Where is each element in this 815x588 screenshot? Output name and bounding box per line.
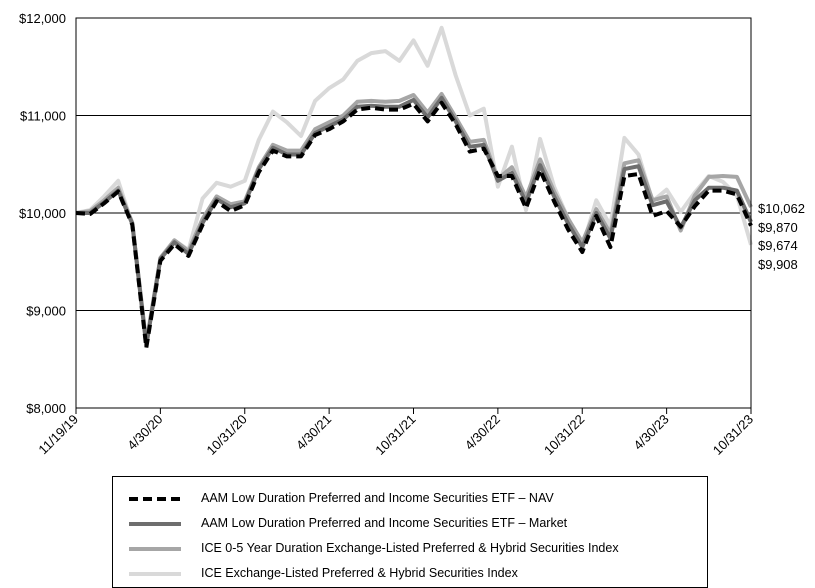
series-line-3 [75,25,753,344]
end-value-labels: $10,062 $9,870 $9,674 $9,908 [758,201,805,272]
y-axis-ticks: $8,000 $9,000 $10,000 $11,000 $12,000 [19,11,66,416]
series-lines [75,25,753,350]
x-tick-label-6: 10/31/22 [541,412,587,458]
x-tick-label-0: 11/19/19 [35,412,81,458]
x-tick-label-8: 10/31/23 [710,412,756,458]
legend-item-market: AAM Low Duration Preferred and Income Se… [113,513,707,535]
y-tick-label-3: $11,000 [20,109,66,124]
gridlines [76,17,751,409]
legend-label-ice-exchange: ICE Exchange-Listed Preferred & Hybrid S… [201,566,518,580]
legend-item-ice-0-5: ICE 0-5 Year Duration Exchange-Listed Pr… [113,538,707,560]
series-line-2 [75,92,753,346]
y-tick-label-2: $10,000 [19,206,66,221]
y-tick-label-0: $8,000 [26,401,66,416]
x-axis-ticks: 11/19/19 4/30/20 10/31/20 4/30/21 10/31/21 4/… [35,408,756,458]
end-label-1: $9,870 [758,220,798,235]
legend-label-ice-0-5: ICE 0-5 Year Duration Exchange-Listed Pr… [201,541,619,555]
x-tick-label-3: 4/30/21 [293,412,334,453]
y-tick-label-4: $12,000 [19,11,66,26]
x-tick-label-2: 10/31/20 [203,412,249,458]
line-chart: $8,000 $9,000 $10,000 $11,000 $12,000 11/19/… [19,11,805,458]
x-tick-label-4: 10/31/21 [372,412,418,458]
legend-swatch-ice-exchange [129,572,181,576]
legend-swatch-ice-0-5 [129,547,181,551]
x-tick-label-7: 4/30/23 [630,412,671,453]
legend-label-market: AAM Low Duration Preferred and Income Se… [201,516,568,530]
legend-swatch-nav [129,497,181,501]
end-label-2: $9,674 [758,238,798,253]
y-tick-label-1: $9,000 [26,304,66,319]
legend-swatch-market [129,522,181,526]
series-line-1 [76,95,753,348]
end-label-3: $9,908 [758,257,798,272]
end-label-0: $10,062 [758,201,805,216]
x-tick-label-5: 4/30/22 [462,412,503,453]
legend-item-ice-exchange: ICE Exchange-Listed Preferred & Hybrid S… [113,563,707,585]
series-line-0 [75,100,753,350]
legend-label-nav: AAM Low Duration Preferred and Income Se… [201,491,554,505]
x-tick-label-1: 4/30/20 [124,412,165,453]
legend: AAM Low Duration Preferred and Income Se… [112,476,708,588]
legend-item-nav: AAM Low Duration Preferred and Income Se… [113,488,707,510]
